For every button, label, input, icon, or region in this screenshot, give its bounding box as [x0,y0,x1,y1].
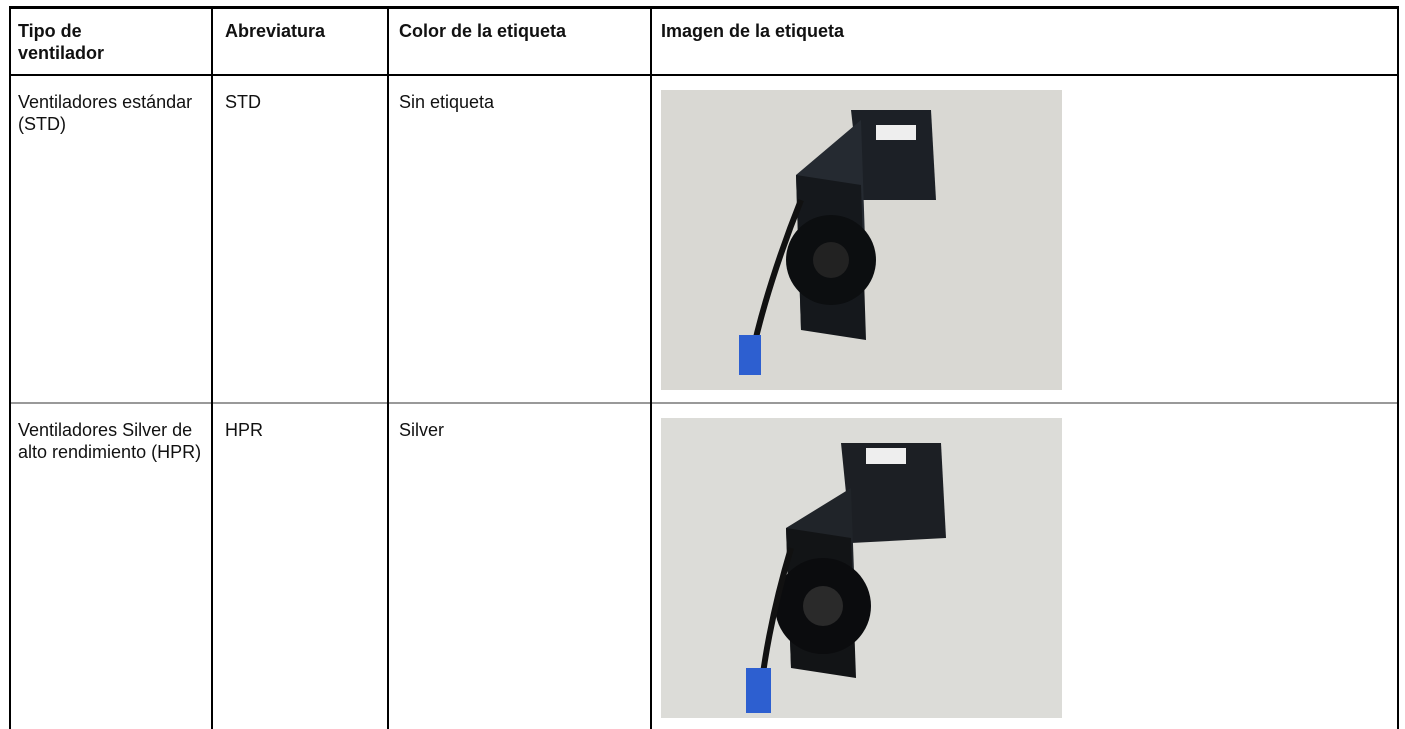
fan-photo [661,418,1062,718]
fan-photo [661,90,1062,390]
row-border [9,402,1399,404]
table-cell: STD [225,92,261,112]
column-border [9,6,11,729]
table-cell: Silver [399,420,445,440]
table-cell: Ventiladores estándar (STD) [18,92,193,134]
column-border [211,6,213,729]
column-border [650,6,652,729]
table-cell: HPR [225,420,264,440]
table-top-border [9,6,1399,9]
column-border [1397,6,1399,729]
table-cell: Sin etiqueta [399,92,495,112]
header-cell: Imagen de la etiqueta [661,21,845,41]
header-cell: Color de la etiqueta [399,21,567,41]
header-cell: Abreviatura [225,21,326,41]
header-border [9,74,1399,76]
table-cell: Ventiladores Silver de alto rendimiento … [18,420,202,462]
header-cell: Tipo de ventilador [18,21,105,63]
column-border [387,6,389,729]
